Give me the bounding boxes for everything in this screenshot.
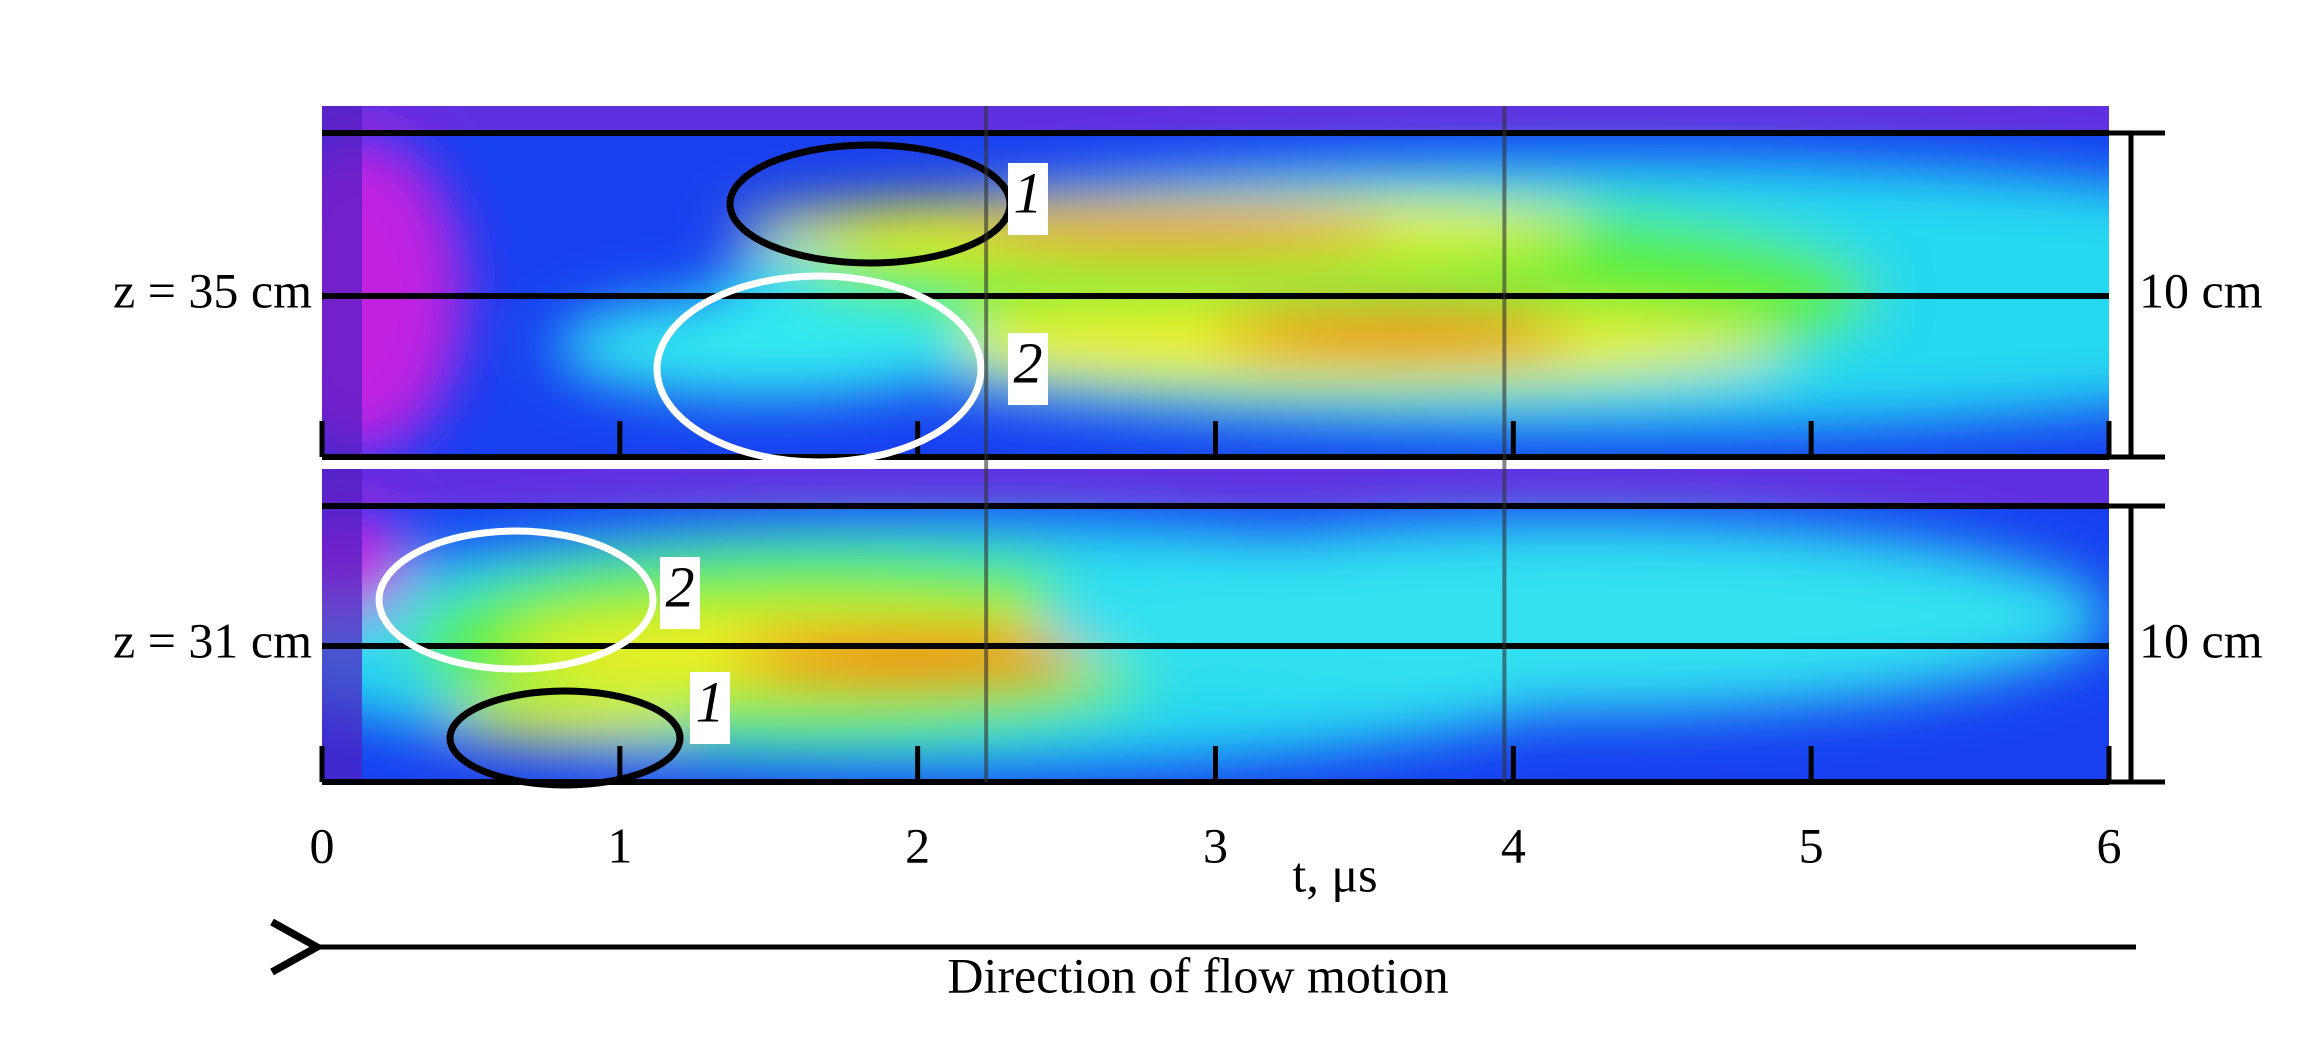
heatmap-blob xyxy=(965,214,1395,247)
heatmap-blob xyxy=(447,701,698,741)
scale-label: 10 cm xyxy=(2139,612,2263,668)
annotation-label: 1 xyxy=(1014,160,1043,225)
panel-label: z = 35 cm xyxy=(113,262,312,318)
x-tick-label: 0 xyxy=(310,817,335,873)
annotation-bg xyxy=(690,672,730,744)
annotation-ellipse xyxy=(653,272,985,466)
annotation-ellipse xyxy=(375,527,657,673)
heatmap-blob xyxy=(1036,519,2109,714)
annotation-label: 2 xyxy=(1014,330,1043,395)
x-tick-label: 6 xyxy=(2097,817,2122,873)
heatmap-blob xyxy=(554,295,984,399)
heatmap xyxy=(322,469,2109,782)
x-tick-label: 4 xyxy=(1501,817,1526,873)
heatmap-edge xyxy=(322,469,362,782)
heatmap-strip xyxy=(322,469,2109,506)
caption: Direction of flow motion xyxy=(947,947,1448,1003)
heatmap xyxy=(322,106,2109,457)
x-tick-label: 1 xyxy=(607,817,632,873)
annotation-label: 1 xyxy=(696,669,725,734)
heatmap-strip xyxy=(322,106,2109,133)
x-axis-label: t, μs xyxy=(1292,846,1377,902)
heatmap-blob xyxy=(1215,314,1573,354)
x-tick-label: 5 xyxy=(1799,817,1824,873)
scale-label: 10 cm xyxy=(2139,262,2263,318)
annotation-bg xyxy=(1008,163,1048,235)
heatmap-edge xyxy=(322,106,362,457)
annotation-ellipse xyxy=(446,687,684,789)
heatmap-blob xyxy=(733,635,1091,680)
annotation-bg xyxy=(660,557,700,629)
annotation-bg xyxy=(1008,333,1048,405)
x-tick-label: 3 xyxy=(1203,817,1228,873)
x-tick-label: 2 xyxy=(905,817,930,873)
panel-label: z = 31 cm xyxy=(113,612,312,668)
annotation-label: 2 xyxy=(666,554,695,619)
